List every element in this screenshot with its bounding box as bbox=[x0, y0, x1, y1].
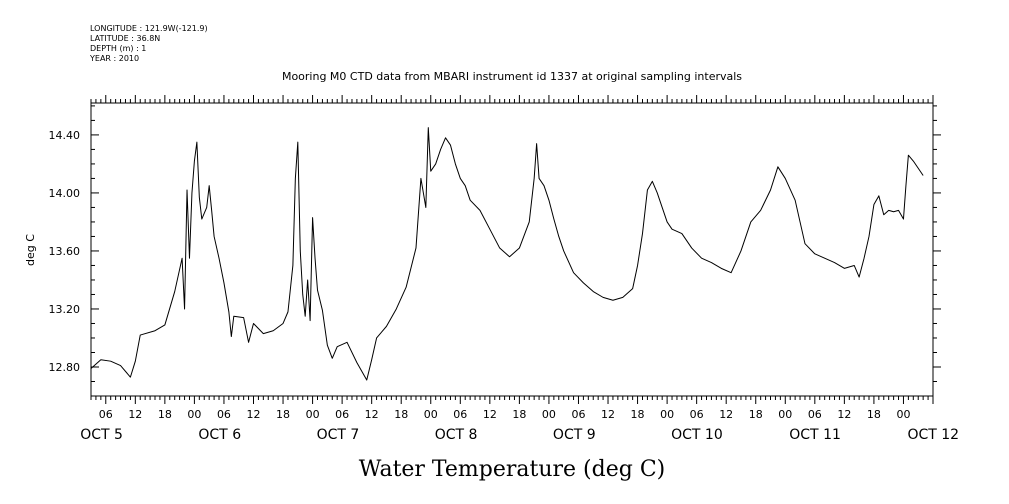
x-hour-label: 00 bbox=[187, 408, 201, 421]
x-hour-label: 12 bbox=[837, 408, 851, 421]
x-hour-label: 06 bbox=[217, 408, 231, 421]
x-hour-label: 00 bbox=[660, 408, 674, 421]
x-day-label: OCT 12 bbox=[907, 427, 959, 443]
x-day-label: OCT 9 bbox=[553, 427, 596, 443]
series-line-0 bbox=[90, 127, 924, 381]
x-axis-title: Water Temperature (deg C) bbox=[359, 457, 666, 482]
x-hour-label: 18 bbox=[631, 408, 645, 421]
x-day-label: OCT 10 bbox=[671, 427, 723, 443]
x-hour-label: 06 bbox=[571, 408, 585, 421]
x-hour-label: 12 bbox=[601, 408, 615, 421]
x-hour-label: 18 bbox=[867, 408, 881, 421]
x-day-label: OCT 7 bbox=[317, 427, 360, 443]
chart-title: Mooring M0 CTD data from MBARI instrumen… bbox=[282, 70, 742, 83]
x-hour-label: 00 bbox=[542, 408, 556, 421]
x-day-label: OCT 8 bbox=[435, 427, 478, 443]
year-label: YEAR : 2010 bbox=[89, 54, 139, 63]
x-hour-label: 18 bbox=[394, 408, 408, 421]
depth-label: DEPTH (m) : 1 bbox=[90, 44, 146, 53]
x-hour-label: 06 bbox=[99, 408, 113, 421]
x-axis-hour-labels: 06 12 18 00 06 12 18 00 06 12 18 00 06 12 18 00 06 12 18 00… bbox=[99, 408, 911, 421]
y-tick-label: 13.60 bbox=[49, 245, 81, 258]
x-hour-label: 18 bbox=[158, 408, 172, 421]
y-tick-label: 13.20 bbox=[49, 303, 81, 316]
x-day-label: OCT 6 bbox=[198, 427, 241, 443]
metadata-block: LONGITUDE : 121.9W(-121.9) LATITUDE : 36… bbox=[89, 24, 208, 63]
y-tick-label: 14.40 bbox=[49, 129, 81, 142]
x-hour-label: 00 bbox=[424, 408, 438, 421]
y-axis-ticks: 12.80 13.20 13.60 14.00 14.40 bbox=[49, 105, 941, 382]
x-axis-day-labels: OCT 5 OCT 6 OCT 7 OCT 8 OCT 9 OCT 10 OCT 11 OCT… bbox=[80, 427, 959, 443]
x-hour-label: 06 bbox=[808, 408, 822, 421]
x-hour-label: 12 bbox=[246, 408, 260, 421]
series-group bbox=[90, 127, 924, 381]
x-hour-label: 18 bbox=[276, 408, 290, 421]
x-day-label: OCT 11 bbox=[789, 427, 841, 443]
y-tick-label: 14.00 bbox=[49, 187, 81, 200]
x-hour-label: 00 bbox=[896, 408, 910, 421]
x-hour-label: 12 bbox=[483, 408, 497, 421]
y-axis-label: deg C bbox=[24, 234, 37, 266]
x-hour-label: 00 bbox=[306, 408, 320, 421]
longitude-label: LONGITUDE : 121.9W(-121.9) bbox=[90, 24, 208, 33]
x-hour-label: 06 bbox=[335, 408, 349, 421]
x-hour-label: 00 bbox=[778, 408, 792, 421]
x-hour-label: 06 bbox=[453, 408, 467, 421]
x-hour-label: 18 bbox=[749, 408, 763, 421]
y-tick-label: 12.80 bbox=[49, 361, 81, 374]
x-hour-label: 12 bbox=[365, 408, 379, 421]
x-hour-label: 12 bbox=[128, 408, 142, 421]
x-day-label: OCT 5 bbox=[80, 427, 123, 443]
plot-frame bbox=[90, 102, 934, 397]
x-hour-label: 18 bbox=[512, 408, 526, 421]
x-axis-ticks bbox=[90, 95, 934, 404]
latitude-label: LATITUDE : 36.8N bbox=[90, 34, 160, 43]
x-hour-label: 12 bbox=[719, 408, 733, 421]
x-hour-label: 06 bbox=[690, 408, 704, 421]
